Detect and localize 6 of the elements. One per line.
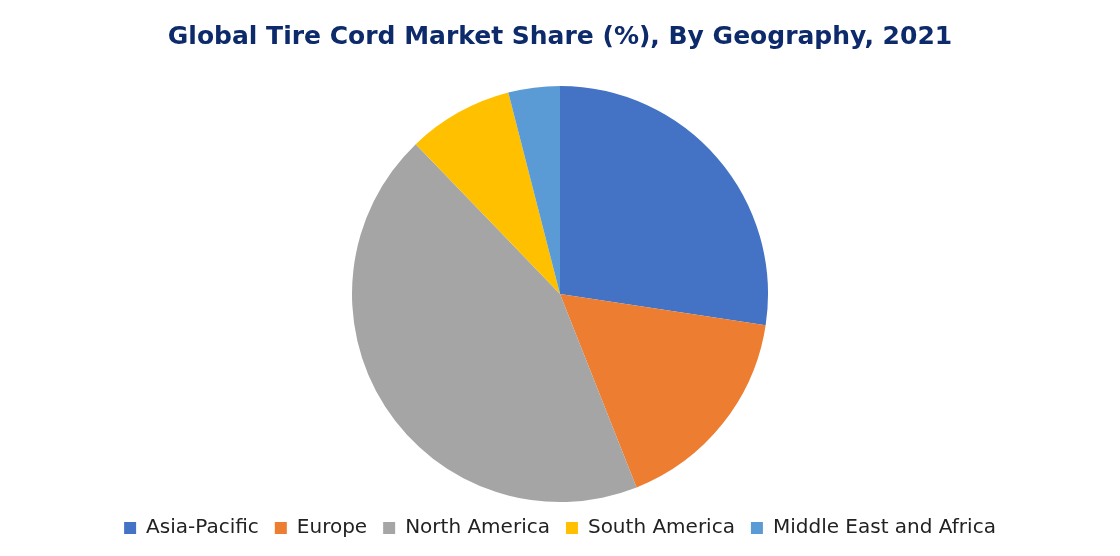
chart-title: Global Tire Cord Market Share (%), By Geography, 2021	[167, 20, 953, 50]
legend-label: Europe	[296, 514, 368, 539]
legend-label: Middle East and Africa	[772, 514, 996, 539]
legend-label: Asia-Pacific	[146, 514, 259, 539]
legend-label: South America	[587, 514, 735, 539]
legend-label: North America	[405, 514, 550, 539]
